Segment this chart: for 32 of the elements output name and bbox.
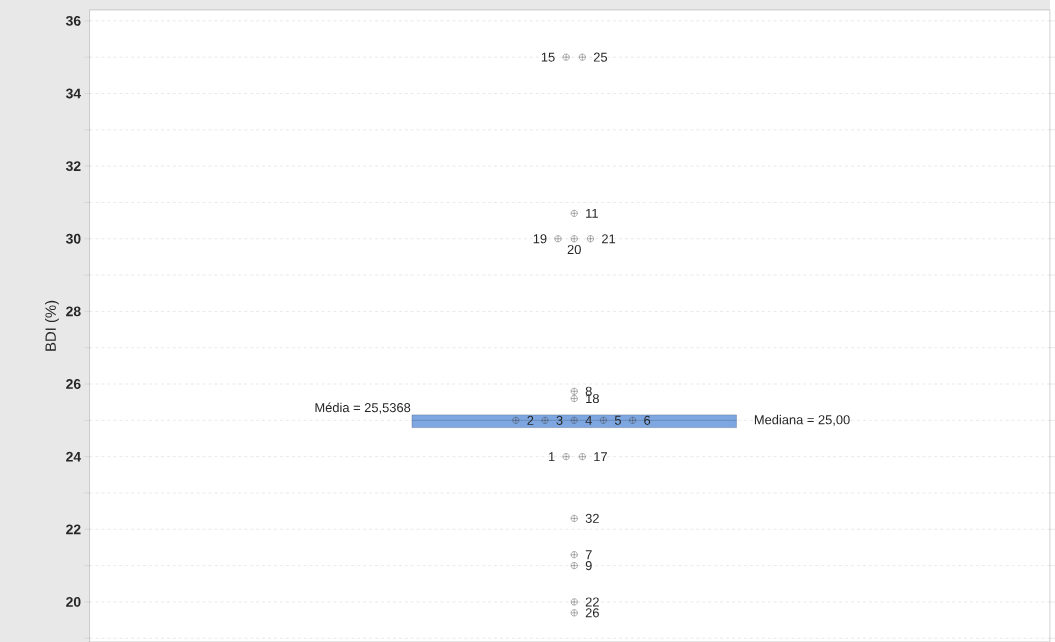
annotation: 9 — [585, 561, 592, 571]
annotation: 7 — [585, 550, 592, 560]
annotation: 15 — [541, 52, 555, 62]
annotation: 21 — [602, 234, 616, 244]
y-tick-label: 24 — [66, 451, 82, 462]
annotation: 6 — [644, 415, 651, 425]
annotation: 18 — [586, 393, 599, 404]
y-tick-label: 22 — [66, 524, 81, 535]
y-tick-label: 30 — [65, 233, 81, 244]
annotation: Mediana = 25,00 — [754, 414, 850, 426]
annotation: 3 — [556, 415, 563, 425]
annotation: 8 — [585, 386, 592, 396]
y-tick-label: 36 — [65, 15, 81, 26]
annotation: 19 — [533, 234, 547, 244]
y-tick-label: 26 — [66, 379, 81, 389]
y-tick-label: 34 — [65, 88, 82, 99]
y-tick-label: 20 — [66, 596, 81, 607]
annotation: 20 — [567, 244, 581, 254]
annotation: 17 — [594, 452, 607, 462]
annotation: 32 — [585, 513, 599, 523]
annotation: 2 — [527, 415, 534, 425]
y-tick-label: 32 — [65, 161, 81, 171]
y-tick-label: 28 — [66, 306, 81, 317]
annotation: 11 — [586, 208, 598, 218]
y-axis-title: BDI (%) — [44, 300, 59, 351]
annotation: 4 — [585, 415, 592, 425]
annotation: Média = 25,5368 — [315, 402, 411, 414]
annotation: 25 — [593, 52, 608, 62]
annotation: 26 — [585, 608, 599, 618]
annotation: 1 — [549, 452, 555, 462]
annotation: 22 — [585, 597, 599, 607]
annotation: 5 — [614, 415, 621, 425]
